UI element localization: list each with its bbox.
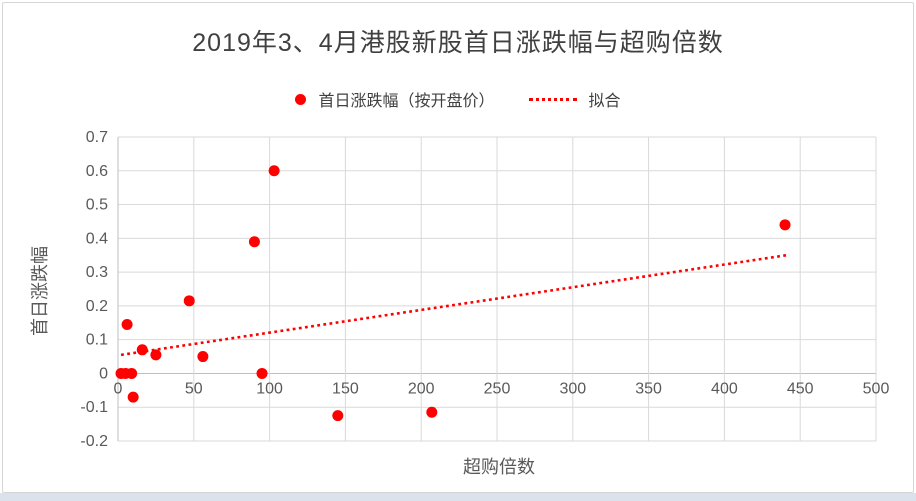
chart-frame: 2019年3、4月港股新股首日涨跌幅与超购倍数 首日涨跌幅（按开盘价） 拟合 0… xyxy=(2,2,914,493)
trendline xyxy=(120,253,787,357)
data-point xyxy=(426,406,438,418)
data-point xyxy=(779,219,791,231)
legend-label-series: 首日涨跌幅（按开盘价） xyxy=(318,93,495,110)
y-axis-title: 首日涨跌幅 xyxy=(30,246,50,336)
legend-item-series: 首日涨跌幅（按开盘价） xyxy=(295,87,495,111)
x-tick-label: 50 xyxy=(185,380,203,397)
x-tick-label: 300 xyxy=(559,380,586,397)
data-point xyxy=(126,367,138,379)
y-tick-label: 0.7 xyxy=(86,129,108,146)
x-tick-label: 100 xyxy=(256,380,283,397)
y-tick-label: 0.2 xyxy=(86,298,108,315)
x-tick-label: 0 xyxy=(114,380,123,397)
data-point xyxy=(268,165,280,177)
dotted-line-icon xyxy=(528,97,577,101)
data-point xyxy=(256,367,268,379)
y-tick-label: -0.1 xyxy=(80,399,108,416)
x-tick-label: 350 xyxy=(635,380,662,397)
x-tick-label: 450 xyxy=(787,380,814,397)
data-point xyxy=(197,351,209,363)
y-tick-label: 0.6 xyxy=(86,163,108,180)
x-axis-title: 超购倍数 xyxy=(463,457,535,477)
y-tick-label: 0.4 xyxy=(86,230,108,247)
data-point xyxy=(150,349,162,361)
y-tick-label: 0.3 xyxy=(86,264,108,281)
data-point xyxy=(248,236,260,248)
y-tick-label: 0.5 xyxy=(86,197,108,214)
data-point xyxy=(121,318,133,330)
x-tick-label: 500 xyxy=(863,380,890,397)
y-tick-label: 0.1 xyxy=(86,332,108,349)
window-bottom-strip xyxy=(0,493,916,501)
legend-item-fit: 拟合 xyxy=(528,87,621,111)
data-point xyxy=(183,295,195,307)
chart-title: 2019年3、4月港股新股首日涨跌幅与超购倍数 xyxy=(192,29,724,57)
scatter-plot: 0.7 0.6 0.5 0.4 0.3 0.2 0.1 0 -0.1 -0.2 0 50 100 150 2… xyxy=(80,129,890,450)
x-tick-label: 200 xyxy=(408,380,435,397)
x-tick-label: 250 xyxy=(484,380,511,397)
data-point xyxy=(127,391,139,403)
scatter-marker-icon xyxy=(295,93,307,105)
x-tick-label: 400 xyxy=(711,380,738,397)
data-point xyxy=(332,410,344,422)
legend: 首日涨跌幅（按开盘价） 拟合 xyxy=(3,87,913,111)
x-tick-label: 150 xyxy=(332,380,359,397)
legend-label-fit: 拟合 xyxy=(588,93,621,110)
y-tick-label: 0 xyxy=(99,365,108,382)
y-tick-label: -0.2 xyxy=(80,433,108,450)
